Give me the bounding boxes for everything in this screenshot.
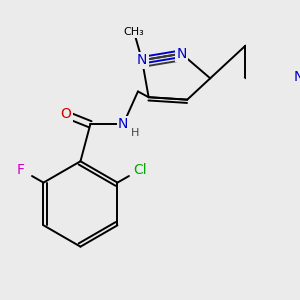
Text: CH₃: CH₃	[124, 26, 144, 37]
Text: O: O	[60, 107, 71, 122]
Text: N: N	[118, 117, 128, 131]
Text: N: N	[137, 53, 147, 67]
Text: F: F	[16, 163, 25, 177]
Text: N: N	[294, 70, 300, 85]
Text: N: N	[176, 47, 187, 61]
Text: H: H	[130, 128, 139, 137]
Text: Cl: Cl	[134, 163, 147, 177]
